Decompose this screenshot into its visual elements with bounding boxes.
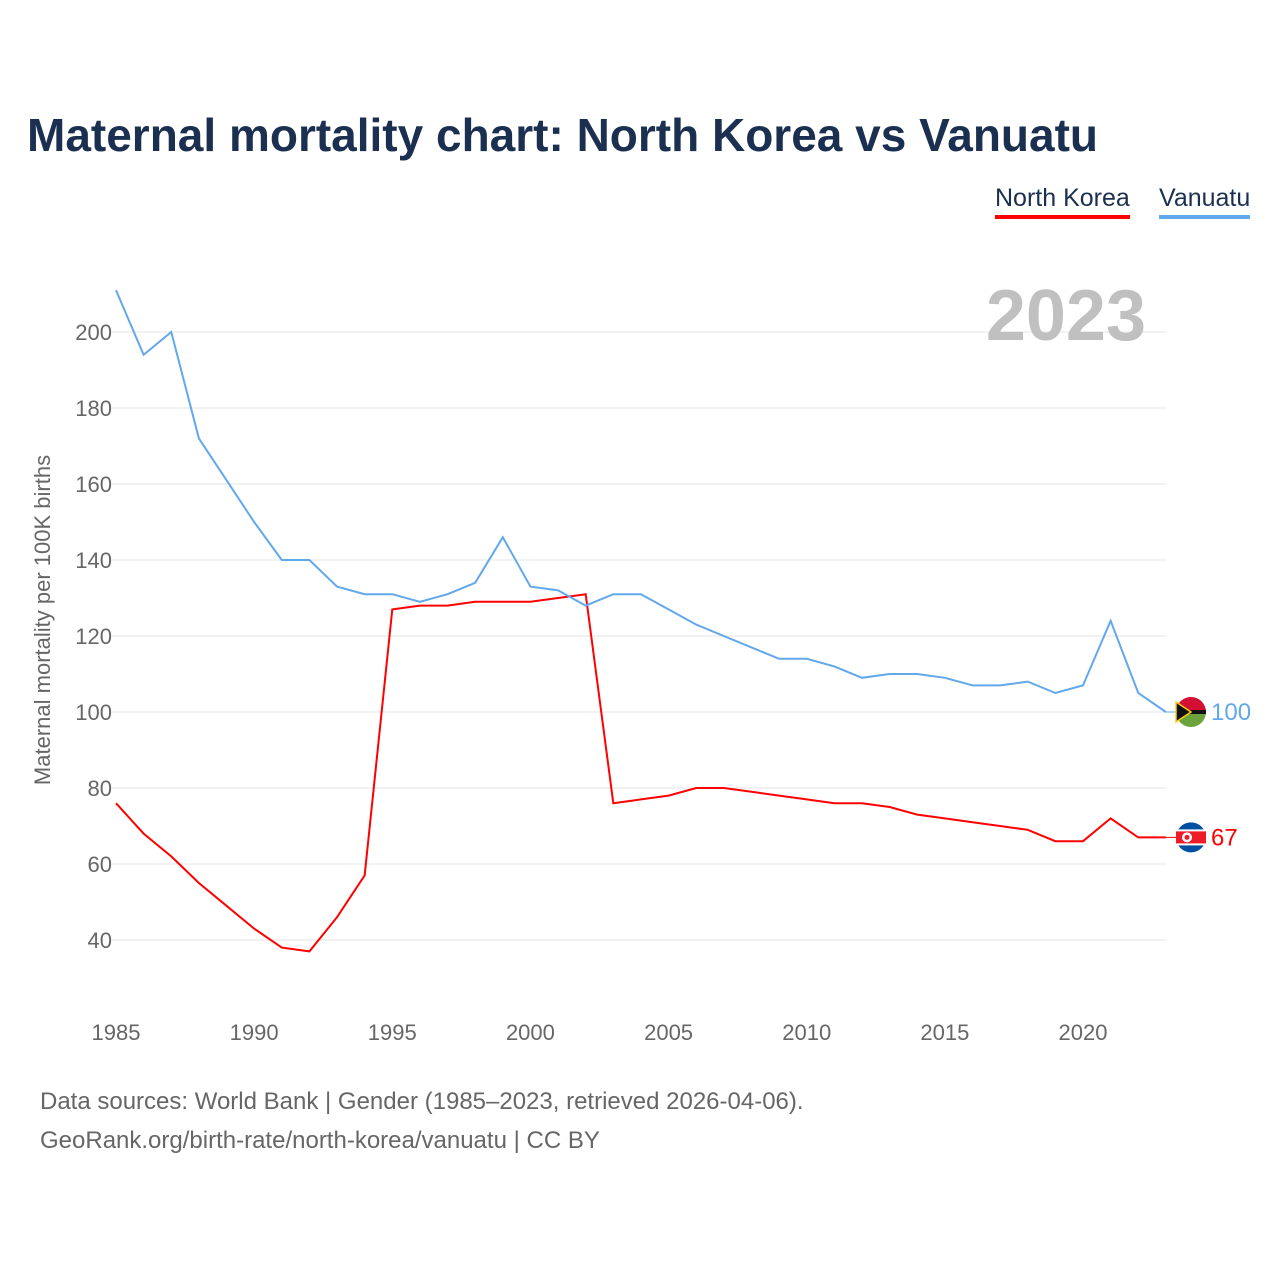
- x-tick-label: 1995: [368, 1020, 417, 1045]
- chart-title: Maternal mortality chart: North Korea vs…: [27, 109, 1099, 161]
- legend-vanuatu[interactable]: Vanuatu: [1159, 184, 1251, 219]
- vanuatu-flag-icon: [1175, 700, 1193, 724]
- x-tick-label: 1985: [92, 1020, 141, 1045]
- end-value-label-north-korea: 67: [1211, 824, 1238, 851]
- x-tick-label: 2010: [782, 1020, 831, 1045]
- x-tick-label: 2020: [1059, 1020, 1108, 1045]
- y-tick-label: 120: [75, 624, 112, 649]
- y-tick-label: 80: [88, 776, 112, 801]
- y-tick-label: 200: [75, 320, 112, 345]
- x-tick-label: 2000: [506, 1020, 555, 1045]
- series-line-north-korea: [115, 593, 1166, 953]
- y-axis-label: Maternal mortality per 100K births: [30, 455, 55, 785]
- north-korea-flag-icon: [1184, 834, 1190, 840]
- y-tick-label: 100: [75, 700, 112, 725]
- y-tick-label: 140: [75, 548, 112, 573]
- y-tick-label: 60: [88, 852, 112, 877]
- legend-north-korea[interactable]: North Korea: [995, 184, 1130, 219]
- y-tick-label: 160: [75, 472, 112, 497]
- attribution-link[interactable]: GeoRank.org/birth-rate/north-korea/vanua…: [40, 1127, 600, 1154]
- x-tick-label: 2015: [920, 1020, 969, 1045]
- y-tick-label: 40: [88, 928, 112, 953]
- y-tick-label: 180: [75, 396, 112, 421]
- end-value-label-vanuatu: 100: [1211, 699, 1251, 726]
- x-tick-label: 1990: [230, 1020, 279, 1045]
- x-tick-label: 2005: [644, 1020, 693, 1045]
- year-label: 2023: [986, 276, 1146, 356]
- data-source-note: Data sources: World Bank | Gender (1985–…: [40, 1088, 804, 1115]
